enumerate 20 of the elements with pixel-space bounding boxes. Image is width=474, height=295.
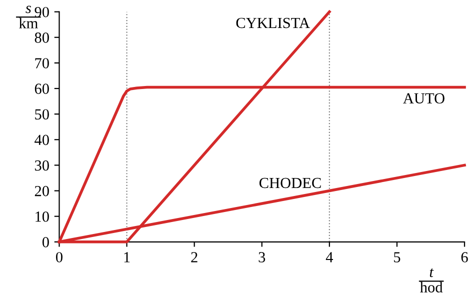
y-tick-label: 80	[34, 32, 49, 43]
series-label: AUTO	[403, 93, 444, 104]
x-tick-label: 0	[56, 252, 62, 262]
y-tick-label: 60	[34, 84, 49, 94]
x-tick-label: 3	[258, 252, 266, 262]
y-tick-label: 10	[36, 211, 49, 222]
y-tick-label: 20	[34, 186, 49, 196]
y-tick-label: 30	[34, 160, 49, 171]
x-tick-label: 1	[124, 252, 130, 262]
x-tick-label: 2	[191, 252, 198, 262]
y-tick-label: 50	[35, 109, 49, 120]
y-tick-label: 70	[35, 58, 49, 68]
x-axis-title: t hod	[420, 268, 443, 292]
x-tick-label: 5	[394, 252, 400, 262]
x-tick-label: 4	[326, 252, 334, 262]
x-tick-label: 6	[461, 252, 468, 262]
series-label: CHODEC	[259, 178, 321, 188]
series-label: CYKLISTA	[236, 18, 310, 28]
y-tick-label: 40	[34, 134, 49, 146]
y-tick-label: 0	[42, 237, 49, 248]
